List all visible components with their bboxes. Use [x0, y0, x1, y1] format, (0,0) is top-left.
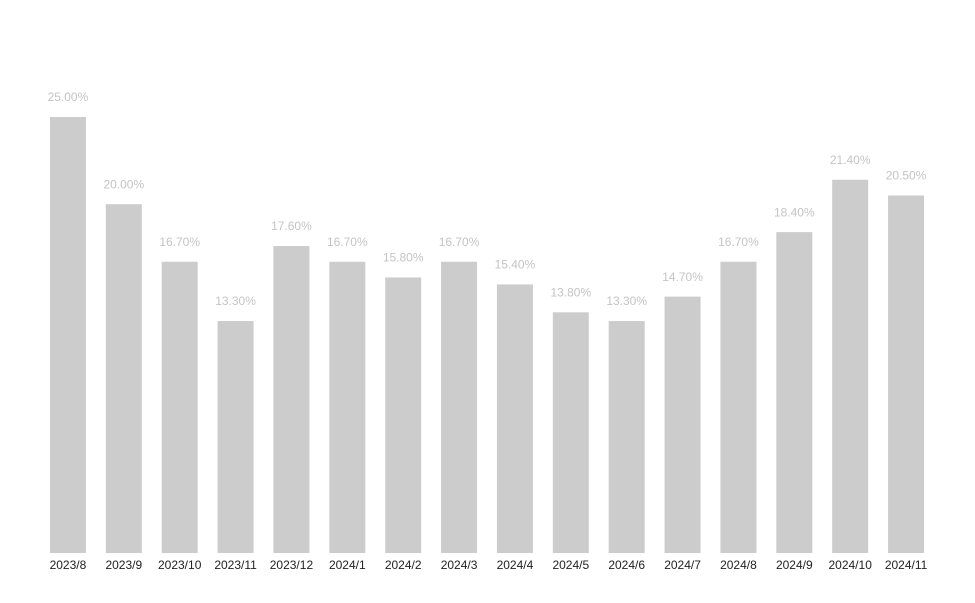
- bar: [217, 321, 254, 553]
- x-tick-label: 2024/5: [552, 558, 589, 572]
- value-label: 20.50%: [886, 169, 927, 183]
- bar: [496, 284, 533, 553]
- x-tick-label: 2023/11: [214, 558, 257, 572]
- x-tick-label: 2023/10: [158, 558, 202, 572]
- x-tick-label: 2023/12: [270, 558, 314, 572]
- x-tick-label: 2023/9: [105, 558, 142, 572]
- value-label: 16.70%: [327, 235, 368, 249]
- bar: [608, 321, 645, 553]
- bar: [329, 261, 366, 553]
- bar: [832, 179, 869, 553]
- x-tick-label: 2024/3: [441, 558, 478, 572]
- bar: [552, 312, 589, 553]
- value-label: 16.70%: [718, 235, 759, 249]
- bar: [273, 246, 310, 553]
- value-label: 13.80%: [550, 285, 591, 299]
- bar: [776, 232, 813, 553]
- bar: [161, 261, 198, 553]
- value-label: 18.40%: [774, 205, 815, 219]
- value-label: 21.40%: [830, 153, 871, 167]
- bar: [49, 117, 86, 553]
- value-label: 15.80%: [383, 251, 424, 265]
- x-tick-label: 2024/9: [776, 558, 813, 572]
- bar: [720, 261, 757, 553]
- x-tick-label: 2024/10: [828, 558, 872, 572]
- bar: [385, 277, 422, 553]
- bar: [441, 261, 478, 553]
- value-label: 16.70%: [439, 235, 480, 249]
- value-label: 14.70%: [662, 270, 703, 284]
- x-tick-label: 2024/4: [497, 558, 534, 572]
- x-tick-label: 2024/2: [385, 558, 422, 572]
- bar: [664, 296, 701, 553]
- x-tick-label: 2024/11: [885, 558, 928, 572]
- value-label: 13.30%: [606, 294, 647, 308]
- value-label: 17.60%: [271, 219, 312, 233]
- value-label: 16.70%: [159, 235, 200, 249]
- value-label: 20.00%: [103, 177, 144, 191]
- bar: [105, 204, 142, 553]
- bar: [888, 195, 925, 554]
- x-tick-label: 2023/8: [50, 558, 87, 572]
- value-label: 15.40%: [495, 258, 536, 272]
- x-tick-label: 2024/7: [664, 558, 701, 572]
- x-tick-label: 2024/6: [608, 558, 645, 572]
- x-tick-label: 2024/8: [720, 558, 757, 572]
- value-label: 25.00%: [48, 90, 89, 104]
- value-label: 13.30%: [215, 294, 256, 308]
- x-tick-label: 2024/1: [329, 558, 366, 572]
